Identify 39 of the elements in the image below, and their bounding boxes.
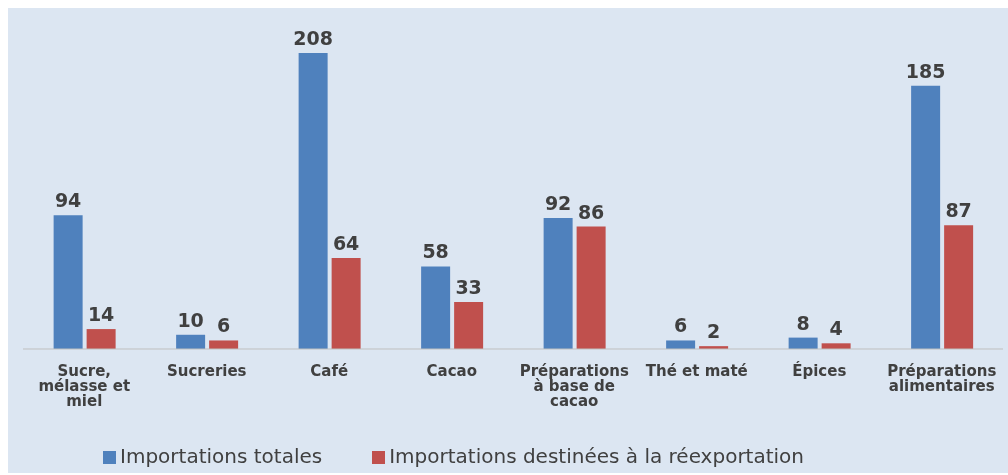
x-tick-label: Café (310, 361, 349, 380)
bar (176, 334, 206, 349)
bar (86, 329, 116, 349)
data-label: 64 (332, 231, 360, 254)
x-tick-label: Thé et maté (645, 361, 748, 380)
x-tick-label: Préparations à base de cacao (519, 361, 629, 410)
bar (666, 340, 696, 349)
data-label: 4 (829, 317, 843, 340)
data-label: 6 (674, 314, 688, 337)
bar (543, 218, 573, 349)
x-tick-label: Préparations alimentaires (887, 361, 997, 395)
data-label: 33 (455, 276, 482, 299)
x-tick-label: Cacao (426, 361, 477, 380)
bar (298, 53, 328, 349)
data-label: 6 (217, 314, 231, 337)
data-label: 14 (87, 303, 115, 326)
data-label: 58 (422, 240, 449, 263)
x-tick-label: Sucre, mélasse et miel (38, 361, 131, 410)
data-label: 10 (177, 308, 204, 331)
bar (944, 225, 974, 349)
data-label: 185 (905, 59, 946, 82)
data-label: 86 (577, 200, 605, 223)
legend-label: Importations totales (120, 444, 323, 468)
bar (331, 257, 361, 349)
bar (421, 266, 451, 349)
data-label: 94 (54, 189, 82, 212)
bar (454, 302, 484, 349)
data-label: 8 (796, 311, 810, 334)
bar (53, 215, 83, 349)
x-tick-label: Sucreries (166, 361, 247, 380)
bar (209, 340, 239, 349)
bar (576, 226, 606, 349)
data-label: 208 (293, 27, 333, 49)
legend-label: Importations destinées à la réexportation (389, 444, 805, 468)
bar (911, 85, 941, 349)
x-tick-label: Épices (792, 360, 847, 380)
data-label: 2 (707, 320, 721, 343)
data-label: 87 (945, 199, 972, 222)
data-label: 92 (544, 192, 572, 215)
